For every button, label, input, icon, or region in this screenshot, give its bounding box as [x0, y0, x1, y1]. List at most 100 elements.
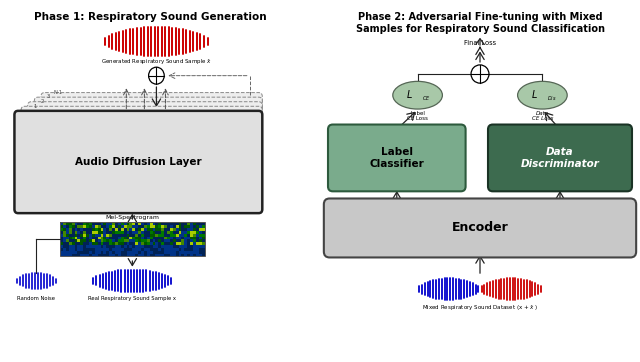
Bar: [196, 239, 199, 242]
Bar: [129, 245, 132, 248]
Bar: [161, 222, 164, 225]
Bar: [196, 236, 199, 239]
FancyBboxPatch shape: [488, 125, 632, 191]
Bar: [170, 251, 173, 254]
Bar: [170, 248, 173, 251]
Text: Random Noise: Random Noise: [17, 295, 55, 300]
Bar: [75, 228, 77, 231]
Bar: [182, 251, 184, 254]
Bar: [121, 242, 124, 245]
Bar: [72, 228, 75, 231]
Bar: [179, 254, 182, 256]
Bar: [173, 254, 175, 256]
Bar: [184, 222, 188, 225]
Bar: [167, 225, 170, 228]
Bar: [156, 245, 158, 248]
Bar: [179, 231, 182, 234]
Bar: [179, 242, 182, 245]
Bar: [112, 222, 115, 225]
Bar: [164, 225, 167, 228]
Bar: [127, 236, 129, 239]
Bar: [72, 222, 75, 225]
Bar: [144, 236, 147, 239]
Bar: [179, 225, 182, 228]
Bar: [75, 225, 77, 228]
Bar: [161, 231, 164, 234]
Bar: [124, 245, 127, 248]
Bar: [199, 245, 202, 248]
Bar: [86, 248, 89, 251]
Bar: [173, 248, 175, 251]
Bar: [69, 234, 72, 236]
Bar: [121, 228, 124, 231]
Text: Encoder: Encoder: [452, 222, 508, 235]
Bar: [175, 228, 179, 231]
Bar: [115, 239, 118, 242]
Bar: [69, 225, 72, 228]
Bar: [167, 228, 170, 231]
Bar: [72, 225, 75, 228]
Bar: [141, 251, 144, 254]
Bar: [75, 236, 77, 239]
Bar: [156, 234, 158, 236]
Bar: [182, 245, 184, 248]
Bar: [75, 239, 77, 242]
Bar: [196, 254, 199, 256]
Bar: [150, 228, 152, 231]
Bar: [175, 254, 179, 256]
Bar: [190, 242, 193, 245]
Bar: [83, 228, 86, 231]
Bar: [92, 228, 95, 231]
Bar: [75, 222, 77, 225]
Bar: [86, 234, 89, 236]
Bar: [132, 228, 135, 231]
Bar: [161, 236, 164, 239]
Bar: [83, 236, 86, 239]
Bar: [118, 236, 121, 239]
Bar: [86, 222, 89, 225]
Bar: [188, 236, 190, 239]
Bar: [182, 231, 184, 234]
Bar: [188, 239, 190, 242]
Bar: [156, 231, 158, 234]
Bar: [132, 231, 135, 234]
Bar: [81, 239, 83, 242]
FancyBboxPatch shape: [15, 111, 262, 213]
Bar: [98, 222, 100, 225]
Bar: [173, 228, 175, 231]
Bar: [138, 222, 141, 225]
Bar: [135, 251, 138, 254]
Bar: [109, 236, 112, 239]
Text: $L$: $L$: [531, 88, 538, 100]
Bar: [173, 231, 175, 234]
Bar: [83, 225, 86, 228]
Bar: [86, 231, 89, 234]
Bar: [175, 236, 179, 239]
Bar: [196, 248, 199, 251]
Bar: [173, 245, 175, 248]
Bar: [104, 228, 106, 231]
Bar: [184, 245, 188, 248]
Bar: [188, 225, 190, 228]
Bar: [158, 248, 161, 251]
Bar: [72, 251, 75, 254]
Bar: [81, 225, 83, 228]
Bar: [190, 236, 193, 239]
Bar: [196, 234, 199, 236]
Bar: [150, 251, 152, 254]
Bar: [152, 234, 156, 236]
Bar: [109, 228, 112, 231]
Bar: [104, 251, 106, 254]
Bar: [170, 222, 173, 225]
Bar: [190, 248, 193, 251]
Bar: [121, 225, 124, 228]
Bar: [161, 228, 164, 231]
Bar: [86, 251, 89, 254]
Bar: [129, 225, 132, 228]
Bar: [202, 254, 205, 256]
Bar: [184, 251, 188, 254]
Bar: [158, 236, 161, 239]
Bar: [135, 228, 138, 231]
Bar: [100, 236, 104, 239]
Bar: [202, 248, 205, 251]
